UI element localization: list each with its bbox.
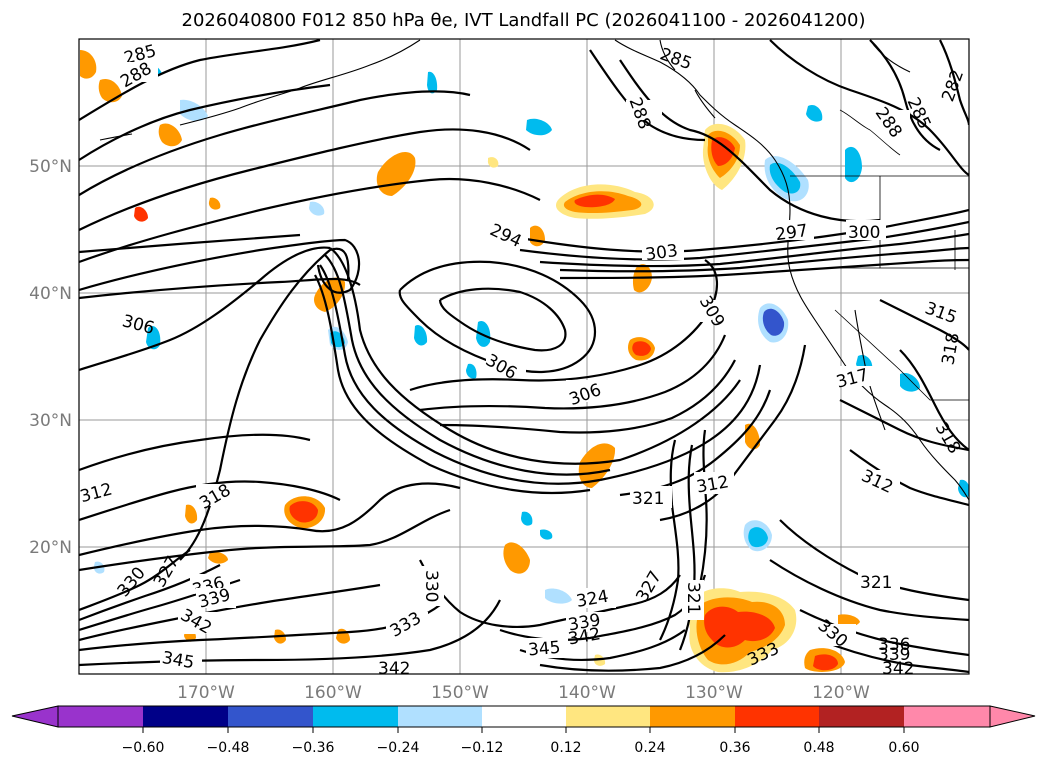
ivt-positive-shading [80,50,886,673]
contour-label: 345 [527,638,561,661]
longitude-labels: 170°W 160°W 150°W 140°W 130°W 120°W [177,683,870,703]
map-frame [78,38,970,675]
colorbar-tick-label: −0.36 [292,740,335,756]
contour-label: 321 [860,573,892,593]
colorbar-tick-label: −0.60 [122,740,165,756]
contour-label: 339 [878,645,910,665]
contour-label: 300 [848,223,880,243]
colorbar-segment [904,706,990,727]
colorbar-tick-label: −0.24 [377,740,420,756]
lon-label-140w: 140°W [558,683,616,703]
colorbar-segment [482,706,566,727]
contour-label: 342 [378,659,410,679]
colorbar-tick-label: −0.48 [207,740,250,756]
colorbar-segment [650,706,735,727]
colorbar-tick-label: −0.12 [461,740,504,756]
colorbar-tick-label: 0.12 [550,740,581,756]
political-borders [790,109,969,401]
colorbar-outline [57,705,991,728]
colorbar-extend-high [989,705,1036,728]
colorbar-tick-label: 0.48 [803,740,834,756]
lon-label-130w: 130°W [685,683,743,703]
theta-e-contours [79,39,969,674]
colorbar-tick-label: 0.36 [719,740,750,756]
contour-label: 342 [882,659,914,679]
lon-label-120w: 120°W [812,683,870,703]
contour-label: 321 [683,582,703,614]
colorbar-segment [566,706,650,727]
lat-label-20n: 20°N [29,538,72,558]
colorbar-tick-label: 0.60 [888,740,919,756]
latitude-labels: 20°N 30°N 40°N 50°N [29,157,72,558]
lat-label-50n: 50°N [29,157,72,177]
contour-label: 330 [421,570,441,602]
contour-label: 303 [644,241,679,265]
lon-label-150w: 150°W [431,683,489,703]
lon-label-160w: 160°W [304,683,362,703]
lat-label-30n: 30°N [29,411,72,431]
colorbar-segment [58,706,143,727]
colorbar-segment [313,706,398,727]
colorbar-segment [398,706,482,727]
contour-label: 336 [878,635,910,655]
map-title: 2026040800 F012 850 hPa θe, IVT Landfall… [181,10,866,31]
colorbar-segment [228,706,313,727]
colorbar-segment [735,706,819,727]
colorbar-extend-low [11,705,59,728]
colorbar-segment [819,706,904,727]
contour-label: 321 [632,489,664,509]
lon-label-170w: 170°W [177,683,235,703]
contour-label: 297 [774,221,809,245]
colorbar: −0.60 −0.48 −0.36 −0.24 −0.12 0.12 0.24 … [11,705,1036,756]
colorbar-tick-label: 0.24 [634,740,665,756]
lat-label-40n: 40°N [29,284,72,304]
ivt-negative-shading [93,61,969,604]
colorbar-segment [143,706,228,727]
